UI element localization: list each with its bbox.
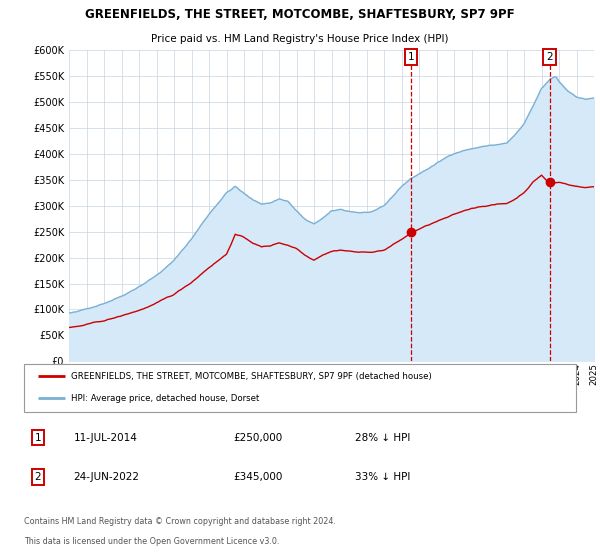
Text: £250,000: £250,000: [234, 432, 283, 442]
Text: 1: 1: [34, 432, 41, 442]
Text: This data is licensed under the Open Government Licence v3.0.: This data is licensed under the Open Gov…: [24, 538, 280, 547]
Text: GREENFIELDS, THE STREET, MOTCOMBE, SHAFTESBURY, SP7 9PF: GREENFIELDS, THE STREET, MOTCOMBE, SHAFT…: [85, 7, 515, 21]
Text: 11-JUL-2014: 11-JUL-2014: [74, 432, 137, 442]
Text: Contains HM Land Registry data © Crown copyright and database right 2024.: Contains HM Land Registry data © Crown c…: [24, 517, 336, 526]
Text: 33% ↓ HPI: 33% ↓ HPI: [355, 472, 410, 482]
Text: 2: 2: [547, 52, 553, 62]
Text: 1: 1: [407, 52, 414, 62]
Text: GREENFIELDS, THE STREET, MOTCOMBE, SHAFTESBURY, SP7 9PF (detached house): GREENFIELDS, THE STREET, MOTCOMBE, SHAFT…: [71, 372, 431, 381]
Text: 28% ↓ HPI: 28% ↓ HPI: [355, 432, 410, 442]
Text: HPI: Average price, detached house, Dorset: HPI: Average price, detached house, Dors…: [71, 394, 259, 403]
Text: Price paid vs. HM Land Registry's House Price Index (HPI): Price paid vs. HM Land Registry's House …: [151, 34, 449, 44]
FancyBboxPatch shape: [24, 364, 576, 412]
Text: £345,000: £345,000: [234, 472, 283, 482]
Text: 24-JUN-2022: 24-JUN-2022: [74, 472, 140, 482]
Text: 2: 2: [34, 472, 41, 482]
